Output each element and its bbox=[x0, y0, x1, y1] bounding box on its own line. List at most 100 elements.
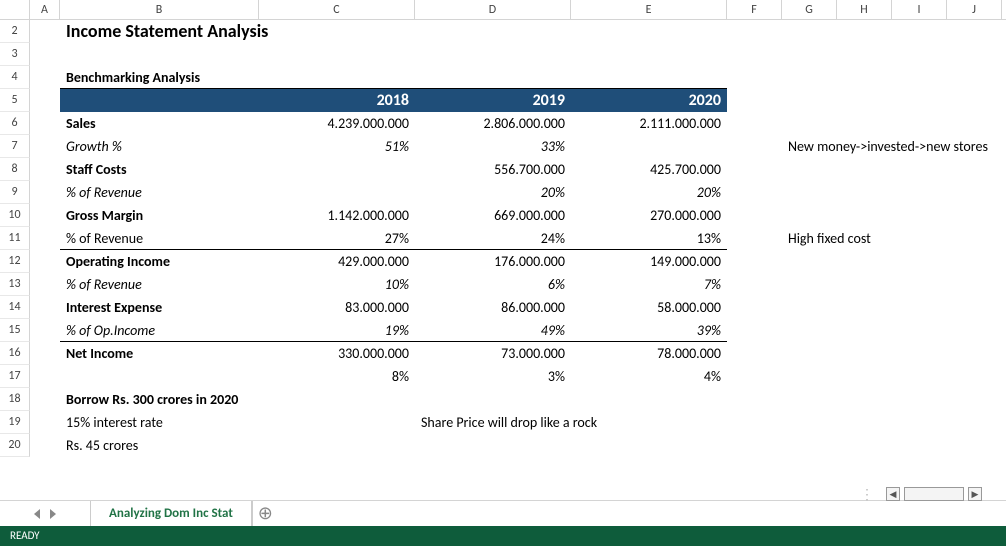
netinc-2020: 78.000.000 bbox=[571, 342, 727, 365]
intexp-pct-2020: 39% bbox=[571, 319, 727, 342]
col-F[interactable]: F bbox=[727, 0, 782, 19]
row-7[interactable]: 7 bbox=[0, 135, 30, 158]
scroll-left-icon[interactable]: ◀ bbox=[886, 487, 900, 501]
opinc-2019: 176.000.000 bbox=[415, 250, 571, 273]
growth-2019: 33% bbox=[415, 135, 571, 158]
status-bar: READY bbox=[0, 526, 1006, 546]
growth-2020 bbox=[571, 135, 727, 158]
gross-2020: 270.000.000 bbox=[571, 204, 727, 227]
sheet-tab-active[interactable]: Analyzing Dom Inc Stat bbox=[90, 501, 252, 527]
col-E[interactable]: E bbox=[571, 0, 727, 19]
row-5[interactable]: 5 bbox=[0, 89, 30, 112]
scroll-thumb[interactable] bbox=[904, 487, 964, 501]
row-17[interactable]: 17 bbox=[0, 365, 30, 388]
opinc-2018: 429.000.000 bbox=[259, 250, 415, 273]
row-6[interactable]: 6 bbox=[0, 112, 30, 135]
col-D[interactable]: D bbox=[415, 0, 571, 19]
share-note: Share Price will drop like a rock bbox=[415, 411, 571, 434]
sheet-tab-strip: Analyzing Dom Inc Stat ⊕ ⋮ ◀ ▶ bbox=[0, 500, 1006, 526]
netinc-pct-2020: 4% bbox=[571, 365, 727, 388]
tab-prev-icon[interactable] bbox=[34, 509, 40, 519]
staff-2020: 425.700.000 bbox=[571, 158, 727, 181]
sales-2020: 2.111.000.000 bbox=[571, 112, 727, 135]
opinc-pct-label: % of Revenue bbox=[60, 273, 259, 296]
staff-label: Staff Costs bbox=[60, 158, 259, 181]
tab-nav[interactable] bbox=[0, 501, 90, 527]
col-J[interactable]: J bbox=[947, 0, 1002, 19]
row-14[interactable]: 14 bbox=[0, 296, 30, 319]
spreadsheet-grid[interactable]: Income Statement Analysis Benchmarking A… bbox=[30, 20, 1006, 457]
row-2[interactable]: 2 bbox=[0, 20, 30, 43]
row-11[interactable]: 11 bbox=[0, 227, 30, 250]
col-I[interactable]: I bbox=[892, 0, 947, 19]
gross-2019: 669.000.000 bbox=[415, 204, 571, 227]
intexp-2018: 83.000.000 bbox=[259, 296, 415, 319]
scroll-dots-icon: ⋮ bbox=[860, 486, 874, 503]
opinc-2020: 149.000.000 bbox=[571, 250, 727, 273]
note-high-fixed: High fixed cost bbox=[782, 227, 837, 250]
intexp-2019: 86.000.000 bbox=[415, 296, 571, 319]
row-19[interactable]: 19 bbox=[0, 411, 30, 434]
netinc-2019: 73.000.000 bbox=[415, 342, 571, 365]
gross-pct-2020: 13% bbox=[571, 227, 727, 250]
intexp-pct-2018: 19% bbox=[259, 319, 415, 342]
row-10[interactable]: 10 bbox=[0, 204, 30, 227]
col-A[interactable]: A bbox=[30, 0, 60, 19]
note-new-money: New money->invested->new stores bbox=[782, 135, 837, 158]
netinc-label: Net Income bbox=[60, 342, 259, 365]
col-B[interactable]: B bbox=[60, 0, 259, 19]
opinc-pct-2018: 10% bbox=[259, 273, 415, 296]
horizontal-scroll[interactable]: ⋮ ◀ ▶ bbox=[860, 486, 1000, 502]
col-C[interactable]: C bbox=[259, 0, 415, 19]
row-20[interactable]: 20 bbox=[0, 434, 30, 457]
staff-pct-2018 bbox=[259, 181, 415, 204]
header-blank bbox=[60, 89, 259, 112]
growth-2018: 51% bbox=[259, 135, 415, 158]
new-sheet-button[interactable]: ⊕ bbox=[252, 501, 278, 527]
netinc-2018: 330.000.000 bbox=[259, 342, 415, 365]
year-2018: 2018 bbox=[259, 89, 415, 112]
staff-2019: 556.700.000 bbox=[415, 158, 571, 181]
gross-pct-label: % of Revenue bbox=[60, 227, 259, 250]
rate-note: 15% interest rate bbox=[60, 411, 259, 434]
intexp-pct-2019: 49% bbox=[415, 319, 571, 342]
row-13[interactable]: 13 bbox=[0, 273, 30, 296]
staff-2018 bbox=[259, 158, 415, 181]
sales-label: Sales bbox=[60, 112, 259, 135]
subtitle: Benchmarking Analysis bbox=[60, 66, 259, 89]
status-text: READY bbox=[10, 529, 40, 542]
col-H[interactable]: H bbox=[837, 0, 892, 19]
gross-label: Gross Margin bbox=[60, 204, 259, 227]
column-headers: A B C D E F G H I J bbox=[0, 0, 1006, 20]
staff-pct-label: % of Revenue bbox=[60, 181, 259, 204]
row-18[interactable]: 18 bbox=[0, 388, 30, 411]
scroll-right-icon[interactable]: ▶ bbox=[968, 487, 982, 501]
opinc-label: Operating Income bbox=[60, 250, 259, 273]
row-16[interactable]: 16 bbox=[0, 342, 30, 365]
year-2019: 2019 bbox=[415, 89, 571, 112]
year-2020: 2020 bbox=[571, 89, 727, 112]
intexp-label: Interest Expense bbox=[60, 296, 259, 319]
growth-label: Growth % bbox=[60, 135, 259, 158]
intexp-pct-label: % of Op.Income bbox=[60, 319, 259, 342]
row-12[interactable]: 12 bbox=[0, 250, 30, 273]
row-15[interactable]: 15 bbox=[0, 319, 30, 342]
row-4[interactable]: 4 bbox=[0, 66, 30, 89]
staff-pct-2020: 20% bbox=[571, 181, 727, 204]
sales-2018: 4.239.000.000 bbox=[259, 112, 415, 135]
page-title: Income Statement Analysis bbox=[60, 20, 259, 43]
tab-next-icon[interactable] bbox=[50, 509, 56, 519]
staff-pct-2019: 20% bbox=[415, 181, 571, 204]
row-8[interactable]: 8 bbox=[0, 158, 30, 181]
borrow-note: Borrow Rs. 300 crores in 2020 bbox=[60, 388, 259, 411]
row-3[interactable]: 3 bbox=[0, 43, 30, 66]
row-9[interactable]: 9 bbox=[0, 181, 30, 204]
row-gutter: 234567891011121314151617181920 bbox=[0, 20, 30, 457]
netinc-pct-2018: 8% bbox=[259, 365, 415, 388]
col-G[interactable]: G bbox=[782, 0, 837, 19]
intexp-2020: 58.000.000 bbox=[571, 296, 727, 319]
netinc-pct-2019: 3% bbox=[415, 365, 571, 388]
gross-pct-2018: 27% bbox=[259, 227, 415, 250]
gross-pct-2019: 24% bbox=[415, 227, 571, 250]
opinc-pct-2020: 7% bbox=[571, 273, 727, 296]
